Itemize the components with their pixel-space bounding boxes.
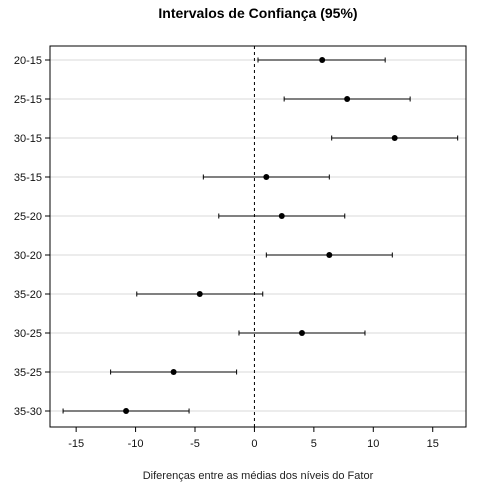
y-tick-label: 25-15: [14, 94, 42, 106]
estimate-point: [344, 96, 351, 102]
x-tick-label: -15: [68, 438, 84, 450]
estimate-point: [278, 213, 285, 219]
y-tick-label: 35-25: [14, 367, 42, 379]
estimate-point: [298, 330, 305, 336]
x-tick-label: 10: [367, 438, 379, 450]
x-tick-label: -10: [128, 438, 144, 450]
y-tick-label: 35-30: [14, 406, 42, 418]
chart-title: Intervalos de Confiança (95%): [158, 5, 357, 21]
estimate-point: [196, 291, 203, 297]
y-tick-layer: 20-15 25-15 30-15 35-15 25-20 30-20 35-20 30-25…: [14, 55, 50, 418]
estimate-point: [391, 135, 398, 141]
y-tick-label: 25-20: [14, 211, 42, 223]
interval-layer: [62, 57, 459, 414]
y-tick-label: 30-15: [14, 133, 42, 145]
y-tick-label: 35-15: [14, 172, 42, 184]
grid-layer: [50, 59, 466, 412]
x-tick-label: 0: [251, 438, 257, 450]
estimate-point: [319, 57, 326, 63]
estimate-point: [263, 174, 270, 180]
y-tick-label: 30-25: [14, 328, 42, 340]
estimate-point: [326, 252, 333, 258]
x-tick-label: 5: [311, 438, 317, 450]
x-tick-layer: -15 -10 -5 0 5 10 15: [68, 427, 439, 450]
x-axis-label: Diferenças entre as médias dos níveis do…: [143, 470, 374, 482]
plot-frame: [49, 45, 467, 428]
x-tick-label: -5: [190, 438, 200, 450]
estimate-point: [170, 369, 177, 375]
y-tick-label: 30-20: [14, 250, 42, 262]
estimate-point: [123, 408, 130, 414]
x-tick-label: 15: [427, 438, 439, 450]
point-layer: [123, 57, 398, 414]
y-tick-label: 35-20: [14, 289, 42, 301]
y-tick-label: 20-15: [14, 55, 42, 67]
